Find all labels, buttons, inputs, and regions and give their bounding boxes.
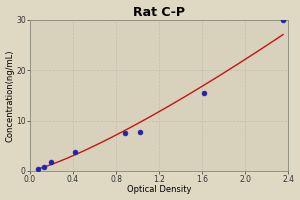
Y-axis label: Concentration(ng/mL): Concentration(ng/mL) (6, 49, 15, 142)
Point (49, 160, 54, 163)
Title: Rat C-P: Rat C-P (133, 6, 185, 19)
Point (281, 18, 286, 21)
Point (202, 91, 207, 94)
Point (41, 165, 46, 168)
Point (137, 130, 142, 133)
X-axis label: Optical Density: Optical Density (127, 185, 191, 194)
Point (73, 150, 77, 153)
Point (36, 168, 41, 171)
Point (122, 131, 127, 135)
